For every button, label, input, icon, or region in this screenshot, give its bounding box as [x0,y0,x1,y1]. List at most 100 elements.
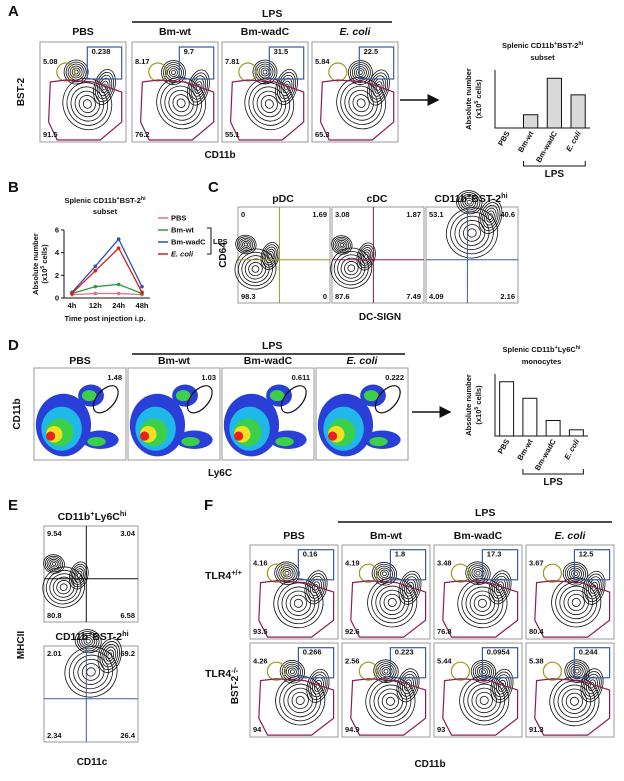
gate [358,661,378,681]
contour [289,669,295,675]
contour [242,240,250,248]
quadrant-value: 0 [323,292,327,301]
contour [338,241,346,249]
contour [44,555,64,573]
contour [260,242,280,270]
quadrant-value: 2.01 [47,649,62,658]
text-part: Ly6C [558,345,577,354]
point [70,291,74,296]
contour [83,636,93,646]
quadrant-value: 4.09 [429,292,444,301]
contour [46,557,62,571]
text-part: Splenic CD11b [64,196,117,205]
contour [458,192,481,213]
contour [373,684,408,718]
contour [377,688,404,714]
contour [472,661,495,682]
point [116,291,121,296]
series-line [71,237,143,293]
plot-frame [43,645,139,743]
text-part: Splenic CD11b [503,345,556,354]
point [116,237,121,241]
contour [463,679,506,722]
contour [50,560,58,568]
contour [475,570,481,576]
y-axis-label: Absolute number [464,68,473,130]
contour [336,77,386,130]
contour [280,77,293,97]
contour [561,688,588,714]
gate-value: 55.1 [225,130,240,139]
y-axis-label: CD64 [218,242,229,268]
gate-value: 65.3 [315,130,330,139]
gate-value: 94 [253,725,262,734]
contour [295,695,305,705]
y-axis-label: BST-2 [230,675,241,704]
quadrant-value: 53.1 [429,210,444,219]
gate-value: 76.2 [135,130,150,139]
contour [258,65,272,79]
contour [367,577,418,628]
contour [474,663,493,680]
contour [555,581,598,624]
contour [100,80,109,94]
contour [379,589,405,616]
contour [65,61,87,83]
contour [371,561,398,586]
contour [107,652,113,659]
contour [565,692,584,710]
gate [350,580,427,638]
plot-frame [331,206,425,304]
contour [69,561,89,590]
text-part: cells) [474,385,483,407]
gate [481,647,519,679]
gate [47,79,123,141]
contour [454,215,490,251]
group-label: LPS [262,8,282,20]
contour [263,246,277,266]
contour [467,228,477,238]
contour [78,95,96,113]
gate-value: 4.16 [253,559,268,568]
contour [379,665,393,678]
contour [373,659,399,683]
column-title: E. coli [340,26,372,38]
gate-value: 91.5 [43,130,58,139]
gate-value: 93 [437,725,445,734]
contour [383,593,401,611]
contour [281,586,316,620]
gate [148,62,168,82]
density [275,437,294,447]
contour [165,64,182,81]
gate-value: 5.44 [437,657,452,666]
panel-label: B [8,179,19,196]
x-tick-label: 24h [112,301,125,310]
quadrant-value: 1.69 [312,210,327,219]
gate-value: 80.4 [529,627,544,636]
gate [297,647,335,679]
contour [243,242,249,247]
text-part: BST-2 [471,193,501,205]
contour [564,659,590,683]
contour [280,567,294,580]
contour [347,60,373,85]
contour [405,581,415,594]
contour [361,249,372,264]
contour [310,578,322,596]
contour [86,667,96,677]
contour [557,684,592,718]
plot-title: cDC [366,193,387,205]
text-part: BST-2 [120,196,141,205]
gate [358,46,395,80]
row-label: TLR4-/- [205,666,239,681]
gate-value: 17.3 [487,549,502,558]
text-part: Ly6C [95,511,121,523]
gate-value: 0.222 [385,373,404,382]
chart-title: Splenic CD11b+Ly6Chi [503,345,581,354]
text-part: Splenic CD11b [502,41,555,50]
gate-value: 0.223 [395,647,414,656]
contour [495,581,505,594]
gate [92,385,119,414]
column-title: Bm-wt [159,26,192,38]
